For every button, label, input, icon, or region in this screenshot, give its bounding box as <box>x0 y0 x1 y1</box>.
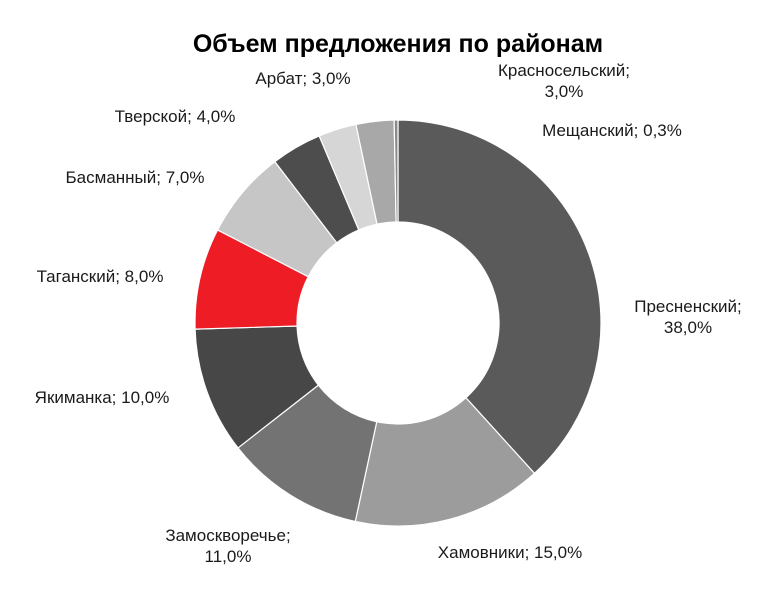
data-label-line: Таганский; 8,0% <box>37 267 164 286</box>
data-label-line: Мещанский; 0,3% <box>542 121 682 140</box>
data-label-7: Арбат; 3,0% <box>255 69 350 88</box>
data-label-1: Хамовники; 15,0% <box>438 543 582 562</box>
data-label-line: Пресненский; <box>634 297 742 316</box>
data-label-3: Якиманка; 10,0% <box>35 388 170 407</box>
data-label-line: Тверской; 4,0% <box>115 107 236 126</box>
data-label-4: Таганский; 8,0% <box>37 267 164 286</box>
data-label-line: Арбат; 3,0% <box>255 69 350 88</box>
chart-title: Объем предложения по районам <box>193 30 603 58</box>
data-label-5: Басманный; 7,0% <box>66 168 205 187</box>
data-label-line: Замоскворечье; <box>165 526 290 545</box>
data-label-line: Басманный; 7,0% <box>66 168 205 187</box>
data-label-0: Пресненский; 38,0% <box>634 297 742 337</box>
slice-1 <box>354 396 536 527</box>
data-label-line: Красносельский; <box>498 61 630 80</box>
data-label-9: Мещанский; 0,3% <box>542 121 682 140</box>
data-label-6: Тверской; 4,0% <box>115 107 236 126</box>
data-label-line: 38,0% <box>664 318 712 337</box>
data-label-line: Хамовники; 15,0% <box>438 543 582 562</box>
slice-0 <box>397 119 602 475</box>
labels-group: Пресненский; 38,0% Хамовники; 15,0% Замоскв… <box>35 61 742 566</box>
data-label-line: 11,0% <box>205 547 252 566</box>
slices-group <box>194 119 602 527</box>
data-label-line: 3,0% <box>545 82 584 101</box>
data-label-2: Замоскворечье; 11,0% <box>165 526 290 566</box>
slice-9 <box>393 119 399 223</box>
data-label-8: Красносельский; 3,0% <box>498 61 630 101</box>
data-label-line: Якиманка; 10,0% <box>35 388 170 407</box>
